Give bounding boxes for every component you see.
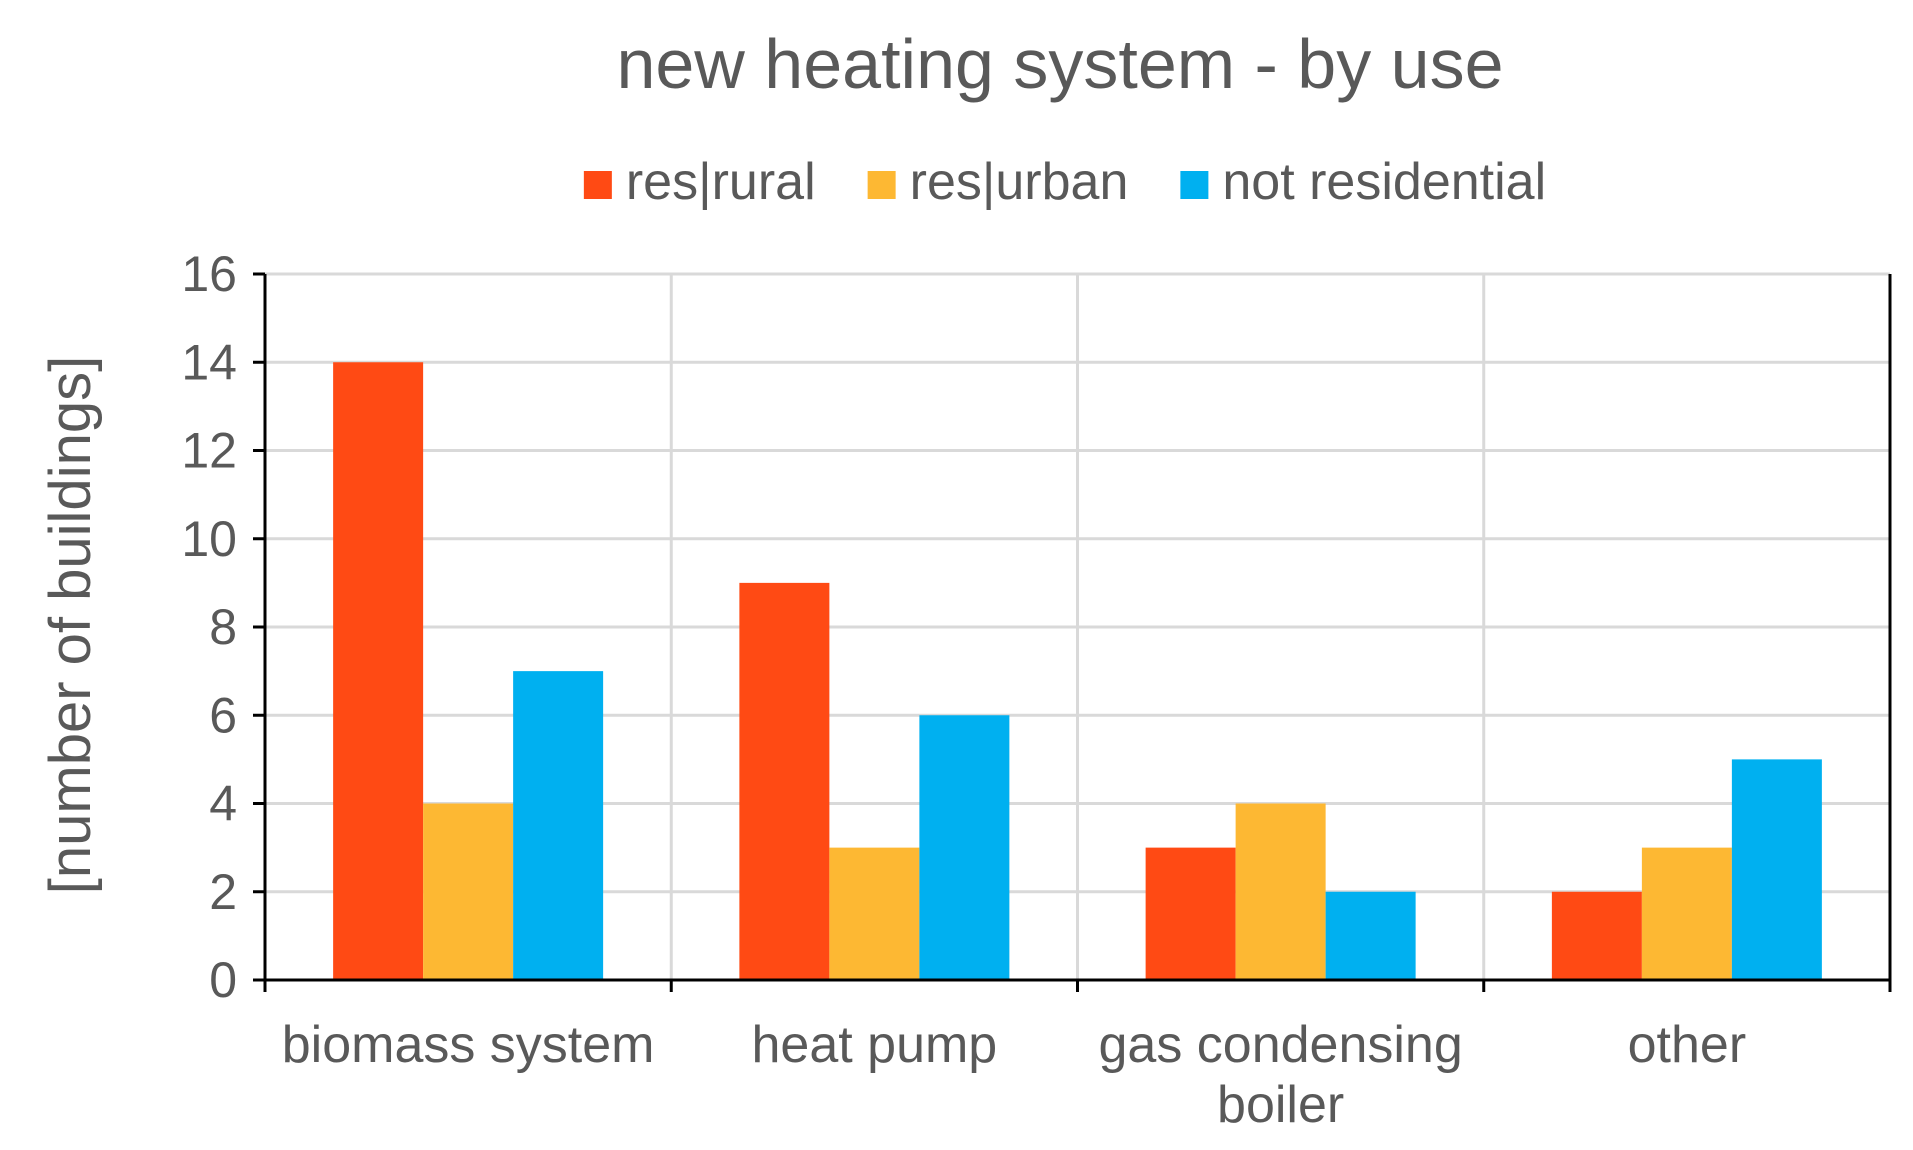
legend-swatch xyxy=(867,171,896,199)
x-category-label: other xyxy=(1628,1016,1747,1074)
bar-other-res-urban xyxy=(1641,847,1732,980)
bar-biomass-system-res-urban xyxy=(423,803,514,980)
legend-swatch xyxy=(1180,171,1209,199)
bars xyxy=(333,362,1822,980)
x-category-label-line: heat pump xyxy=(752,1016,998,1074)
bar-heat-pump-not-residential xyxy=(919,715,1010,980)
bar-other-res-rural xyxy=(1551,891,1642,980)
x-category-label-line: biomass system xyxy=(282,1016,655,1074)
bar-other-not-residential xyxy=(1731,759,1822,980)
x-category-label: heat pump xyxy=(752,1016,998,1074)
y-tick-label-14: 14 xyxy=(181,334,237,390)
x-category-label-line: boiler xyxy=(1217,1076,1344,1134)
legend-label: res|urban xyxy=(910,153,1129,211)
x-category-label: biomass system xyxy=(282,1016,655,1074)
x-category-label-line: gas condensing xyxy=(1098,1016,1462,1074)
legend-label: not residential xyxy=(1222,153,1546,211)
bar-biomass-system-res-rural xyxy=(333,362,424,980)
y-tick-label-12: 12 xyxy=(181,423,237,479)
legend-swatch xyxy=(583,171,612,199)
x-category-label-line: other xyxy=(1628,1016,1747,1074)
chart-title: new heating system - by use xyxy=(616,25,1503,103)
axes xyxy=(253,272,1892,992)
y-tick-label-4: 4 xyxy=(209,776,237,832)
bar-gas-condensing-boiler-res-rural xyxy=(1145,847,1236,980)
bar-heat-pump-res-rural xyxy=(739,582,830,980)
bar-gas-condensing-boiler-res-urban xyxy=(1235,803,1326,980)
bar-heat-pump-res-urban xyxy=(829,847,920,980)
bar-gas-condensing-boiler-not-residential xyxy=(1325,891,1416,980)
y-tick-label-10: 10 xyxy=(181,511,237,567)
y-tick-label-2: 2 xyxy=(209,864,237,920)
legend-item-res-urban: res|urban xyxy=(867,153,1129,211)
y-tick-label-0: 0 xyxy=(209,952,237,1008)
legend: res|rural res|urban not residential xyxy=(583,153,1546,211)
y-tick-label-6: 6 xyxy=(209,687,237,743)
legend-label: res|rural xyxy=(626,153,816,211)
bar-biomass-system-not-residential xyxy=(513,671,604,980)
y-tick-label-8: 8 xyxy=(209,599,237,655)
y-axis-title: [number of buildings] xyxy=(38,356,103,894)
legend-item-res-rural: res|rural xyxy=(583,153,816,211)
x-category-labels: biomass system heat pump gas condensing boi… xyxy=(282,1016,1746,1134)
legend-item-not-residential: not residential xyxy=(1180,153,1546,211)
y-tick-labels: 0 2 4 6 8 10 12 14 16 xyxy=(181,246,237,1008)
x-category-label: gas condensing boiler xyxy=(1098,1016,1462,1134)
y-tick-label-16: 16 xyxy=(181,246,237,302)
